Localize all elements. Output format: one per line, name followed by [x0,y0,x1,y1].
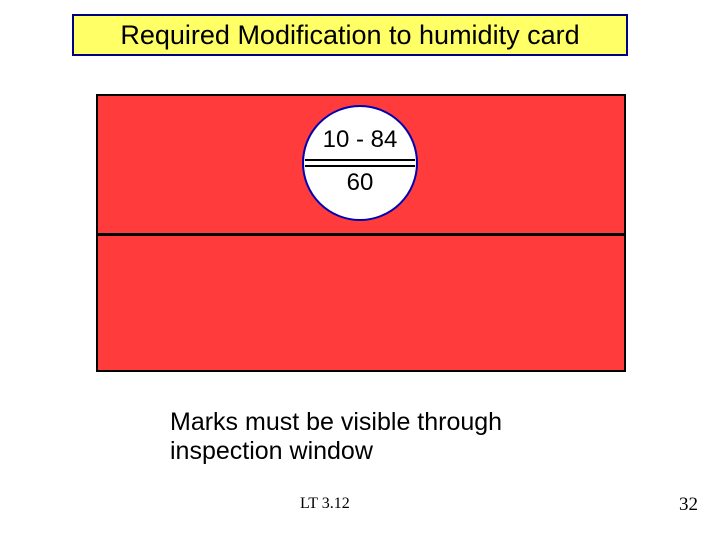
note-line-1: Marks must be visible through [170,408,502,437]
title-box: Required Modification to humidity card [72,14,628,56]
indicator-circle [302,105,418,221]
slide-root: Required Modification to humidity card 1… [0,0,720,540]
card-divider [98,233,624,236]
circle-label-top: 10 - 84 [300,126,420,154]
page-number: 32 [679,494,698,516]
title-text: Required Modification to humidity card [120,20,579,51]
inspection-note: Marks must be visible through inspection… [170,408,502,466]
circle-divider-top [305,159,415,161]
circle-divider-bottom [305,165,415,167]
circle-label-bottom: 60 [300,169,420,197]
note-line-2: inspection window [170,437,502,466]
footer-code: LT 3.12 [300,495,350,513]
